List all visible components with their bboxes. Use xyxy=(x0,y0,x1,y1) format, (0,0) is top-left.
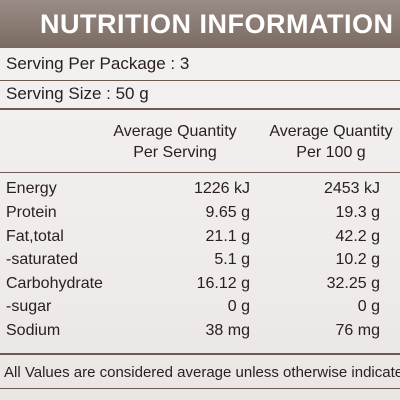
per-serving-value: 1226 kJ xyxy=(193,180,250,197)
per-serving-header-line2: Per Serving xyxy=(133,144,217,161)
divider-line xyxy=(0,388,400,389)
table-row: Fat,total 21.1 g 42.2 g xyxy=(0,228,400,252)
nutrient-name: Carbohydrate xyxy=(6,275,103,292)
per-serving-value: 5.1 g xyxy=(214,251,250,268)
nutrition-title: NUTRITION INFORMATION xyxy=(0,0,400,48)
nutrient-name: Protein xyxy=(6,204,57,221)
table-row: -sugar 0 g 0 g xyxy=(0,298,400,322)
per-serving-value: 38 mg xyxy=(205,322,250,339)
nutrient-name: Sodium xyxy=(6,322,61,339)
nutrient-name: -sugar xyxy=(6,298,52,315)
per-serving-header: Average Quantity Per Serving xyxy=(100,121,250,163)
nutrient-name: Energy xyxy=(6,180,57,197)
per-100g-value: 42.2 g xyxy=(335,228,380,245)
table-row: Carbohydrate 16.12 g 32.25 g xyxy=(0,275,400,299)
divider-line xyxy=(0,80,400,81)
serving-per-package: Serving Per Package : 3 xyxy=(6,54,190,73)
per-100g-value: 2453 kJ xyxy=(323,180,380,197)
per-100g-header: Average Quantity Per 100 g xyxy=(262,121,400,163)
per-serving-value: 9.65 g xyxy=(205,204,250,221)
per-100g-value: 10.2 g xyxy=(335,251,380,268)
per-100g-header-line2: Per 100 g xyxy=(296,144,366,161)
per-100g-value: 0 g xyxy=(357,298,380,315)
divider-line xyxy=(0,172,400,173)
table-row: Protein 9.65 g 19.3 g xyxy=(0,204,400,228)
divider-line xyxy=(0,353,400,355)
footer-note: All Values are considered average unless… xyxy=(4,364,400,381)
divider-line xyxy=(0,108,400,110)
nutrient-name: -saturated xyxy=(6,251,79,268)
per-100g-value: 19.3 g xyxy=(335,204,380,221)
serving-size: Serving Size : 50 g xyxy=(6,84,149,103)
per-serving-value: 0 g xyxy=(227,298,250,315)
per-100g-value: 76 mg xyxy=(335,322,380,339)
table-row: Sodium 38 mg 76 mg xyxy=(0,322,400,346)
per-100g-header-line1: Average Quantity xyxy=(269,123,393,140)
per-100g-value: 32.25 g xyxy=(326,275,380,292)
nutrient-name: Fat,total xyxy=(6,228,64,245)
per-serving-value: 16.12 g xyxy=(196,275,250,292)
per-serving-value: 21.1 g xyxy=(205,228,250,245)
per-serving-header-line1: Average Quantity xyxy=(113,123,237,140)
table-row: Energy 1226 kJ 2453 kJ xyxy=(0,180,400,204)
table-row: -saturated 5.1 g 10.2 g xyxy=(0,251,400,275)
